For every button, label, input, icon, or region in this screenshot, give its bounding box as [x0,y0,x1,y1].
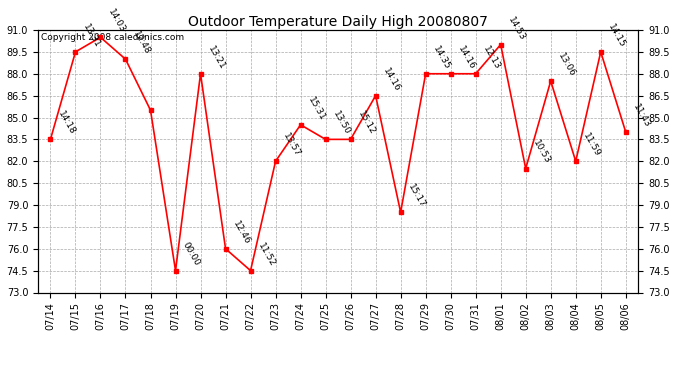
Text: 11:52: 11:52 [256,241,277,268]
Text: 15:17: 15:17 [406,183,427,210]
Text: 00:00: 00:00 [181,241,201,268]
Text: 10:53: 10:53 [531,139,552,166]
Text: 13:50: 13:50 [331,110,352,136]
Text: 13:57: 13:57 [281,132,302,159]
Text: 13:06: 13:06 [556,51,577,78]
Text: 14:53: 14:53 [506,15,527,42]
Text: 13:31: 13:31 [81,22,101,49]
Text: 11:43: 11:43 [631,102,652,129]
Text: 12:13: 12:13 [481,44,502,71]
Text: Copyright 2008 caledonics.com: Copyright 2008 caledonics.com [41,33,184,42]
Text: 14:16: 14:16 [456,44,477,71]
Title: Outdoor Temperature Daily High 20080807: Outdoor Temperature Daily High 20080807 [188,15,488,29]
Text: 15:31: 15:31 [306,95,327,122]
Text: 14:18: 14:18 [56,110,77,136]
Text: 14:15: 14:15 [607,22,627,49]
Text: 14:35: 14:35 [431,44,452,71]
Text: 11:59: 11:59 [581,132,602,159]
Text: 14:03: 14:03 [106,8,127,34]
Text: 14:16: 14:16 [381,66,402,93]
Text: 15:12: 15:12 [356,110,377,136]
Text: 13:21: 13:21 [206,44,227,71]
Text: 12:46: 12:46 [231,219,252,246]
Text: 12:48: 12:48 [131,30,152,56]
